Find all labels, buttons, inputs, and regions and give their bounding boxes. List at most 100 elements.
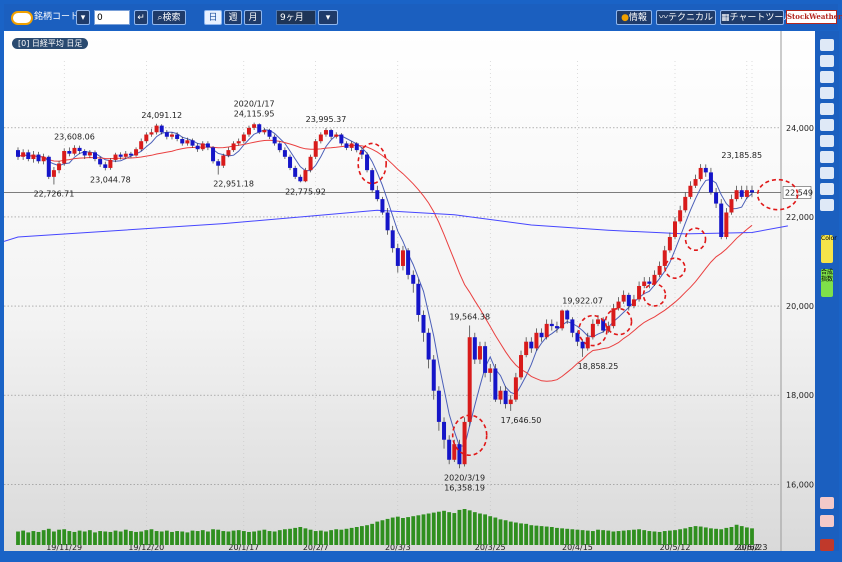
candle-body <box>667 236 672 251</box>
candle-body <box>611 308 616 327</box>
candle-body <box>575 332 580 342</box>
eraser-icon[interactable] <box>820 199 834 211</box>
candle-body <box>82 151 87 156</box>
volume-bar <box>709 528 713 545</box>
volume-bar <box>457 509 462 545</box>
period-week-button[interactable]: 週 <box>224 10 242 25</box>
x-tick-label: 20/3/25 <box>475 543 506 551</box>
chart-area[interactable]: 22,549 16,000 18,000 20,000 22,000 24,000 19… <box>3 31 815 552</box>
chevron-down-icon: ▾ <box>80 13 86 23</box>
volume-bar <box>493 517 498 545</box>
search-label: 検索 <box>162 13 181 23</box>
volume-bar <box>262 529 267 545</box>
volume-bar <box>118 531 123 545</box>
candle-body <box>457 444 462 465</box>
power-icon[interactable] <box>820 539 834 551</box>
volume-bar <box>211 529 215 545</box>
cursor-icon[interactable] <box>820 39 834 51</box>
box-icon[interactable] <box>820 183 834 195</box>
color-toggle[interactable]: Color <box>821 235 837 263</box>
candle-body <box>226 150 231 156</box>
volume-bar <box>390 517 395 545</box>
candle-body <box>98 159 103 165</box>
code-input[interactable]: 0 <box>94 10 130 25</box>
candle-body <box>739 190 744 197</box>
trendline-icon[interactable] <box>820 87 834 99</box>
candle-body <box>539 332 544 338</box>
search-button[interactable]: ⌕検索 <box>152 10 186 25</box>
candle-body <box>257 124 262 133</box>
enter-button[interactable]: ↵ <box>134 10 148 25</box>
candle-body <box>678 210 683 222</box>
candle-body <box>662 250 667 266</box>
info-button[interactable]: ●情報 <box>616 10 652 25</box>
volume-bar <box>616 531 621 545</box>
candle-body <box>175 134 180 139</box>
list-icon[interactable] <box>820 119 834 131</box>
pen-icon[interactable] <box>820 55 834 67</box>
volume-bar <box>170 531 174 545</box>
candle-body <box>729 199 734 213</box>
fan-icon[interactable] <box>820 103 834 115</box>
grid-icon[interactable] <box>820 135 834 147</box>
x-tick-label: 20/1/17 <box>228 543 259 551</box>
candle-body <box>534 332 539 349</box>
range-select[interactable]: 9ヶ月 <box>276 10 316 25</box>
volume-bar <box>585 530 590 545</box>
top-toolbar: 銘柄コード ▾ 0 ↵ ⌕検索 日 週 月 9ヶ月 ▾ ●情報 〰テクニカル ▦… <box>4 4 838 30</box>
volume-bar <box>575 529 580 545</box>
annotation-label: 23,995.37 <box>306 115 347 124</box>
volume-bar <box>596 529 600 545</box>
volume-bar <box>221 531 226 545</box>
candle-body <box>703 167 708 173</box>
volume-bar <box>46 528 51 545</box>
candle-body <box>657 265 662 275</box>
y-tick-label: 20,000 <box>786 302 814 311</box>
zoom-out-icon[interactable] <box>820 515 834 527</box>
index-toggle[interactable]: 合成指数 <box>821 269 833 297</box>
volume-bar <box>303 528 308 545</box>
chart-tool-button[interactable]: ▦チャートツール <box>720 10 792 25</box>
candle-body <box>134 149 139 156</box>
candle-body <box>411 274 416 284</box>
volume-bar <box>98 531 103 545</box>
candle-body <box>380 199 385 213</box>
volume-bar <box>360 526 364 545</box>
range-dropdown-button[interactable]: ▾ <box>318 10 338 25</box>
price-chart[interactable]: 22,549 16,000 18,000 20,000 22,000 24,000 19… <box>3 31 815 552</box>
candle-body <box>339 134 344 144</box>
candle-body <box>334 134 339 137</box>
candle-body <box>72 147 77 154</box>
note-icon[interactable] <box>820 151 834 163</box>
period-month-button[interactable]: 月 <box>244 10 262 25</box>
code-dropdown-button[interactable]: ▾ <box>76 10 90 25</box>
candle-body <box>698 167 703 180</box>
code-label: 銘柄コード <box>34 12 80 22</box>
candle-body <box>570 319 575 333</box>
volume-bar <box>82 531 87 545</box>
volume-bar <box>693 526 698 545</box>
candle-body <box>498 390 503 400</box>
volume-bar <box>513 522 518 545</box>
candle-body <box>144 134 149 142</box>
technical-button[interactable]: 〰テクニカル <box>656 10 716 25</box>
ma-long-line <box>3 209 788 242</box>
diamond-icon[interactable] <box>820 167 834 179</box>
volume-bar <box>401 518 405 545</box>
highlight-circle <box>451 414 488 457</box>
candle-body <box>683 196 688 211</box>
candle-body <box>708 172 713 193</box>
volume-bar <box>570 529 575 545</box>
zoom-in-icon[interactable] <box>820 497 834 509</box>
period-day-button[interactable]: 日 <box>204 10 222 25</box>
volume-bar <box>452 513 457 545</box>
volume-bar <box>93 532 97 545</box>
candle-body <box>318 134 323 142</box>
candle-body <box>652 274 657 284</box>
candle-body <box>616 301 621 309</box>
download-icon[interactable] <box>820 71 834 83</box>
volume-bar <box>164 530 169 545</box>
volume-bar <box>478 513 482 545</box>
candle-body <box>354 143 359 151</box>
